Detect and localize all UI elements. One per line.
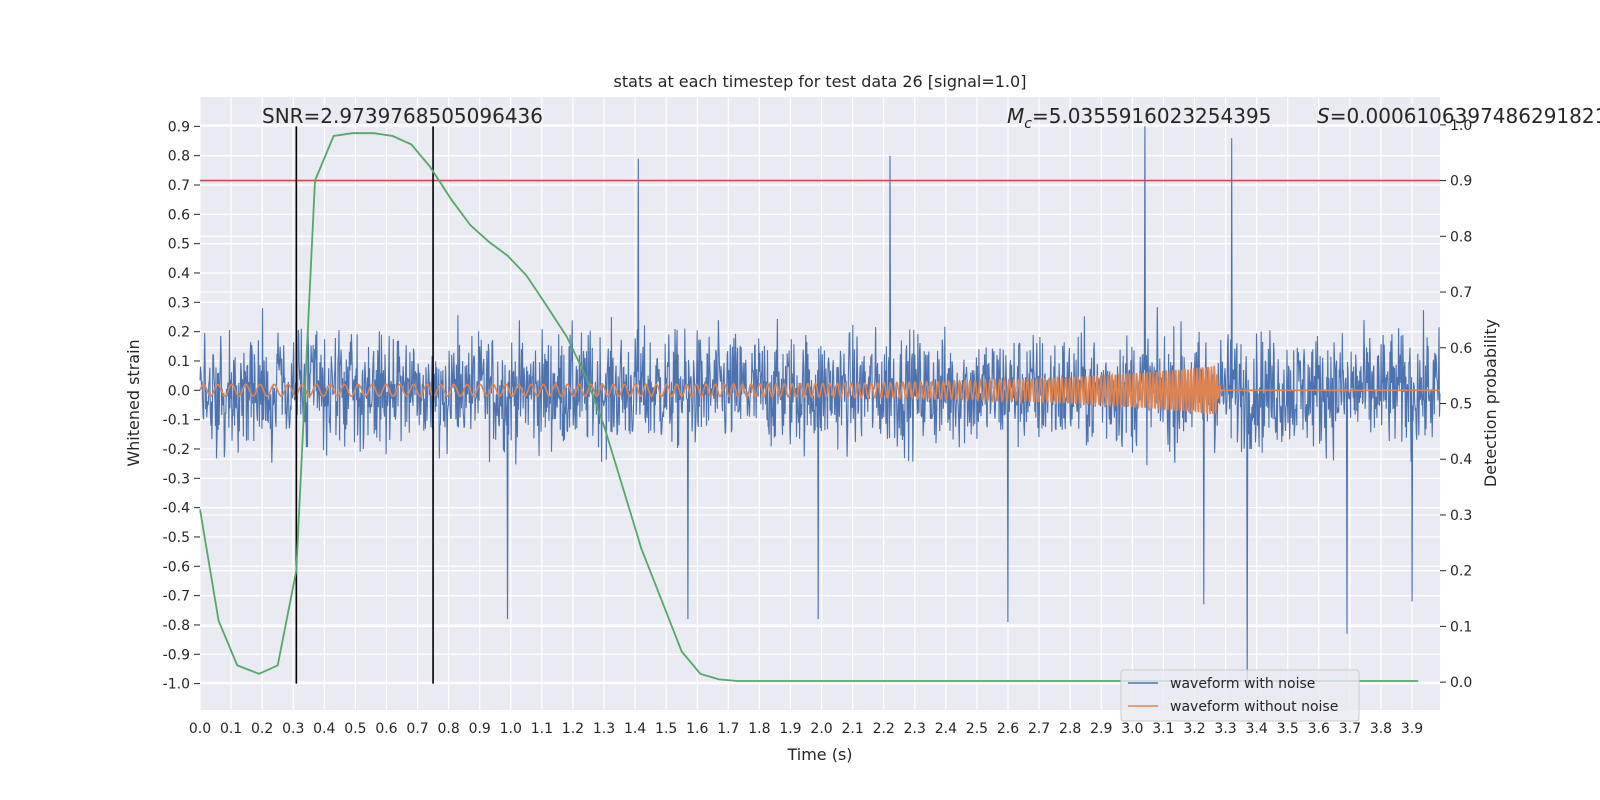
- y-tick-label: 0.9: [168, 119, 190, 135]
- x-axis-label: Time (s): [786, 745, 852, 764]
- y2-tick-label: 1.0: [1450, 118, 1472, 134]
- series-detection-probability: [199, 132, 1419, 682]
- y-tick-label: -1.0: [163, 677, 190, 693]
- x-tick-label: 2.5: [966, 721, 988, 737]
- chart-title: stats at each timestep for test data 26 …: [614, 72, 1027, 91]
- y-tick-label: 0.6: [168, 207, 190, 223]
- x-tick-label: 1.7: [717, 721, 739, 737]
- x-tick-label: 3.2: [1183, 721, 1205, 737]
- x-tick-label: 2.0: [810, 721, 832, 737]
- y-tick-label: -0.1: [163, 413, 190, 429]
- legend-box: [1120, 669, 1360, 722]
- y2-tick-label: 0.0: [1450, 675, 1472, 691]
- x-tick-label: 1.9: [779, 721, 801, 737]
- y-tick-label: -0.7: [163, 589, 190, 605]
- chirp-mass-subscript: c: [1024, 116, 1032, 132]
- y2-tick-label: 0.3: [1450, 508, 1472, 524]
- x-tick-label: 1.5: [655, 721, 677, 737]
- x-tick-label: 0.2: [251, 721, 273, 737]
- y2-tick-label: 0.8: [1450, 229, 1472, 245]
- series-waveform-without-noise: [199, 365, 1440, 415]
- y-tick-label: 0.2: [168, 325, 190, 341]
- x-tick-label: 1.3: [593, 721, 615, 737]
- x-tick-label: 2.3: [904, 721, 926, 737]
- y-tick-label: -0.9: [163, 647, 190, 663]
- x-tick-label: 3.4: [1246, 721, 1268, 737]
- x-axis-ticks: 0.0 0.1 0.2 0.3 0.4 0.5 0.6 0.7 0.8 0.9 1.0 1.1 1.2 1…: [189, 721, 1423, 737]
- x-tick-label: 1.2: [562, 721, 584, 737]
- x-tick-label: 0.8: [437, 721, 459, 737]
- x-tick-label: 2.8: [1059, 721, 1081, 737]
- series-waveform-with-noise: [199, 126, 1441, 684]
- s-annotation: S=0.0006106397486291821: [1317, 104, 1600, 128]
- y2-tick-label: 0.9: [1450, 174, 1472, 190]
- legend-label-noise: waveform with noise: [1170, 676, 1315, 692]
- y-tick-label: -0.3: [163, 471, 190, 487]
- x-tick-label: 0.6: [375, 721, 397, 737]
- y-tick-label: 0.0: [168, 383, 190, 399]
- chirp-mass-value: =5.0355916023254395: [1032, 104, 1271, 128]
- s-value: =0.0006106397486291821: [1330, 104, 1600, 128]
- y-tick-label: 0.3: [168, 295, 190, 311]
- y2-axis-label: Detection probability: [1481, 319, 1500, 487]
- x-tick-label: 3.6: [1308, 721, 1330, 737]
- x-tick-label: 0.1: [220, 721, 242, 737]
- y-axis-ticks: 0.9 0.8 0.7 0.6 0.5 0.4 0.3 0.2 0.1 0.0 -0.1 -0.2 -0…: [163, 119, 200, 693]
- x-tick-label: 3.1: [1152, 721, 1174, 737]
- y-tick-label: 0.7: [168, 178, 190, 194]
- x-tick-label: 0.0: [189, 721, 211, 737]
- y2-tick-label: 0.4: [1450, 452, 1472, 468]
- y-tick-label: 0.4: [168, 266, 190, 282]
- chirp-mass-annotation: Mc=5.0355916023254395: [1007, 104, 1271, 132]
- x-tick-label: 0.3: [282, 721, 304, 737]
- x-tick-label: 2.4: [935, 721, 957, 737]
- legend-label-clean: waveform without noise: [1170, 699, 1338, 715]
- x-tick-label: 0.9: [469, 721, 491, 737]
- x-tick-label: 1.4: [624, 721, 646, 737]
- x-tick-label: 2.2: [873, 721, 895, 737]
- y-axis-label: Whitened strain: [124, 339, 143, 466]
- snr-annotation: SNR=2.9739768505096436: [262, 104, 543, 128]
- x-tick-label: 0.7: [406, 721, 428, 737]
- x-tick-label: 0.4: [313, 721, 335, 737]
- s-symbol: S: [1317, 104, 1330, 128]
- y2-tick-label: 0.6: [1450, 341, 1472, 357]
- x-tick-label: 1.1: [531, 721, 553, 737]
- y2-tick-label: 0.1: [1450, 619, 1472, 635]
- x-tick-label: 3.8: [1370, 721, 1392, 737]
- x-tick-label: 2.9: [1090, 721, 1112, 737]
- chirp-mass-symbol: M: [1007, 104, 1024, 128]
- y-tick-label: -0.5: [163, 530, 190, 546]
- x-tick-label: 2.7: [1028, 721, 1050, 737]
- y2-tick-label: 0.2: [1450, 564, 1472, 580]
- noise-line: [199, 126, 1441, 684]
- x-tick-label: 3.3: [1214, 721, 1236, 737]
- legend: waveform with noise waveform without noi…: [1120, 669, 1360, 722]
- y2-tick-label: 0.7: [1450, 285, 1472, 301]
- x-tick-label: 1.8: [748, 721, 770, 737]
- x-tick-label: 3.5: [1277, 721, 1299, 737]
- x-tick-label: 2.6: [997, 721, 1019, 737]
- x-tick-label: 1.6: [686, 721, 708, 737]
- x-tick-label: 3.0: [1121, 721, 1143, 737]
- y-tick-label: -0.2: [163, 442, 190, 458]
- chirp-line: [199, 365, 1440, 415]
- y2-axis-ticks: 1.0 0.9 0.8 0.7 0.6 0.5 0.4 0.3 0.2 0.1 0.0: [1440, 118, 1472, 691]
- x-tick-label: 2.1: [841, 721, 863, 737]
- y-tick-label: 0.8: [168, 149, 190, 165]
- y-tick-label: 0.1: [168, 354, 190, 370]
- y-tick-label: -0.8: [163, 618, 190, 634]
- y-tick-label: -0.6: [163, 559, 190, 575]
- x-tick-label: 1.0: [500, 721, 522, 737]
- y-tick-label: 0.5: [168, 237, 190, 253]
- y-tick-label: -0.4: [163, 501, 190, 517]
- overlay-lines: [200, 126, 1440, 684]
- x-tick-label: 3.7: [1339, 721, 1361, 737]
- grid: [199, 97, 1440, 710]
- x-tick-label: 0.5: [344, 721, 366, 737]
- x-tick-label: 3.9: [1401, 721, 1423, 737]
- probability-line: [199, 132, 1419, 682]
- y2-tick-label: 0.5: [1450, 397, 1472, 413]
